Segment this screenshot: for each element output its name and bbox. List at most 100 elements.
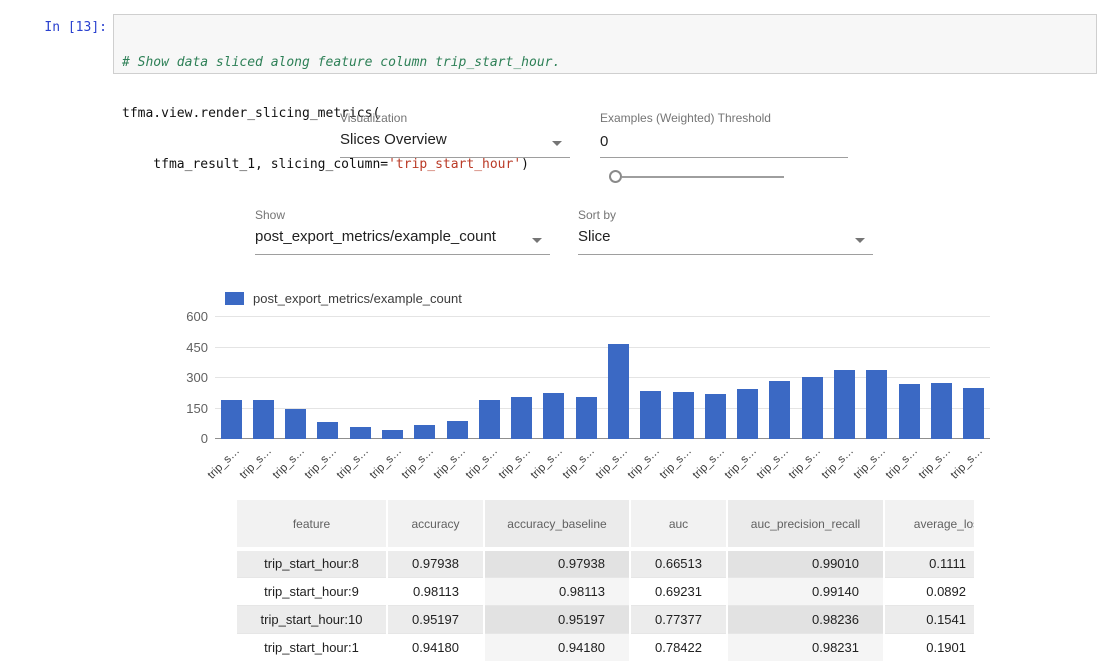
bar: [834, 370, 855, 439]
threshold-label: Examples (Weighted) Threshold: [600, 111, 848, 127]
column-header-accuracy_baseline: accuracy_baseline: [484, 500, 630, 549]
x-axis-labels: trip_s…trip_s…trip_s…trip_s…trip_s…trip_…: [215, 441, 990, 485]
bar: [285, 409, 306, 440]
bar: [576, 397, 597, 439]
threshold-input[interactable]: [600, 131, 848, 151]
bar: [673, 392, 694, 439]
bar: [253, 400, 274, 439]
table-cell: 0.78422: [630, 633, 727, 661]
x-axis-label: trip_s…: [247, 441, 279, 485]
table-cell: 0.1901: [884, 633, 974, 661]
code-comment: # Show data sliced along feature column …: [122, 55, 560, 70]
y-tick-label: 600: [160, 309, 208, 325]
y-axis-labels: 0150300450600: [160, 317, 208, 439]
sort-by-label: Sort by: [578, 208, 873, 224]
table-row: trip_start_hour:100.951970.951970.773770…: [237, 605, 974, 633]
bar: [608, 344, 629, 439]
cell-prompt: In [13]:: [0, 20, 107, 35]
sort-by-value: Slice: [578, 228, 873, 248]
x-axis-label: trip_s…: [699, 441, 731, 485]
show-metric-dropdown[interactable]: Show post_export_metrics/example_count: [255, 208, 550, 255]
table-cell: 0.66513: [630, 549, 727, 577]
visualization-dropdown[interactable]: Visualization Slices Overview: [340, 111, 570, 158]
table-cell: 0.98236: [727, 605, 884, 633]
table-cell: 0.98113: [387, 577, 484, 605]
sort-by-dropdown[interactable]: Sort by Slice: [578, 208, 873, 255]
table-header-row: featureaccuracyaccuracy_baselineaucauc_p…: [237, 500, 974, 549]
bar: [866, 370, 887, 439]
code-line-3-pre: tfma_result_1, slicing_column=: [122, 157, 388, 172]
table-cell: 0.98113: [484, 577, 630, 605]
table-cell: 0.0892: [884, 577, 974, 605]
x-axis-label: trip_s…: [958, 441, 990, 485]
bar: [350, 427, 371, 439]
table-cell: 0.94180: [484, 633, 630, 661]
bar: [382, 430, 403, 439]
bar: [479, 400, 500, 439]
x-axis-label: trip_s…: [376, 441, 408, 485]
bar: [705, 394, 726, 439]
x-axis-label: trip_s…: [893, 441, 925, 485]
table-cell: trip_start_hour:8: [237, 549, 387, 577]
code-string: 'trip_start_hour': [388, 157, 521, 172]
table-cell: trip_start_hour:1: [237, 633, 387, 661]
y-tick-label: 450: [160, 340, 208, 356]
legend-label: post_export_metrics/example_count: [253, 291, 462, 306]
table-cell: trip_start_hour:10: [237, 605, 387, 633]
bar: [737, 389, 758, 439]
bar: [963, 388, 984, 439]
notebook-page: In [13]: # Show data sliced along featur…: [0, 0, 1111, 668]
column-header-auc_precision_recall: auc_precision_recall: [727, 500, 884, 549]
bar: [899, 384, 920, 439]
column-header-auc: auc: [630, 500, 727, 549]
threshold-slider-track[interactable]: [622, 176, 784, 178]
table-cell: 0.97938: [387, 549, 484, 577]
table-row: trip_start_hour:90.981130.981130.692310.…: [237, 577, 974, 605]
table-row: trip_start_hour:10.941800.941800.784220.…: [237, 633, 974, 661]
x-axis-label: trip_s…: [926, 441, 958, 485]
table-cell: 0.99010: [727, 549, 884, 577]
table-body: trip_start_hour:80.979380.979380.665130.…: [237, 549, 974, 661]
code-line-3-post: ): [521, 157, 529, 172]
chevron-down-icon[interactable]: [855, 238, 865, 243]
table-cell: 0.1541: [884, 605, 974, 633]
bar: [221, 400, 242, 439]
bar: [802, 377, 823, 439]
bar: [640, 391, 661, 439]
chart-legend: post_export_metrics/example_count: [225, 291, 462, 306]
chevron-down-icon[interactable]: [532, 238, 542, 243]
visualization-label: Visualization: [340, 111, 570, 127]
table-cell: 0.94180: [387, 633, 484, 661]
x-axis-label: trip_s…: [570, 441, 602, 485]
bar: [447, 421, 468, 439]
x-axis-label: trip_s…: [344, 441, 376, 485]
table-cell: 0.99140: [727, 577, 884, 605]
table-cell: 0.77377: [630, 605, 727, 633]
y-tick-label: 150: [160, 401, 208, 417]
table-cell: 0.1111: [884, 549, 974, 577]
show-label: Show: [255, 208, 550, 224]
bar: [769, 381, 790, 439]
table-cell: 0.95197: [484, 605, 630, 633]
y-tick-label: 300: [160, 370, 208, 386]
table-cell: 0.95197: [387, 605, 484, 633]
x-axis-label: trip_s…: [473, 441, 505, 485]
show-value: post_export_metrics/example_count: [255, 228, 550, 248]
metrics-table: featureaccuracyaccuracy_baselineaucauc_p…: [237, 500, 974, 661]
bar: [317, 422, 338, 439]
code-cell[interactable]: # Show data sliced along feature column …: [113, 14, 1097, 74]
threshold-field: Examples (Weighted) Threshold: [600, 111, 848, 158]
threshold-slider-handle[interactable]: [609, 170, 622, 183]
column-header-accuracy: accuracy: [387, 500, 484, 549]
bar: [931, 383, 952, 439]
visualization-value: Slices Overview: [340, 131, 570, 151]
column-header-feature: feature: [237, 500, 387, 549]
table-row: trip_start_hour:80.979380.979380.665130.…: [237, 549, 974, 577]
table-cell: 0.98231: [727, 633, 884, 661]
table-cell: trip_start_hour:9: [237, 577, 387, 605]
x-axis-label: trip_s…: [796, 441, 828, 485]
y-tick-label: 0: [160, 431, 208, 447]
table-cell: 0.69231: [630, 577, 727, 605]
bar: [511, 397, 532, 439]
chevron-down-icon[interactable]: [552, 141, 562, 146]
